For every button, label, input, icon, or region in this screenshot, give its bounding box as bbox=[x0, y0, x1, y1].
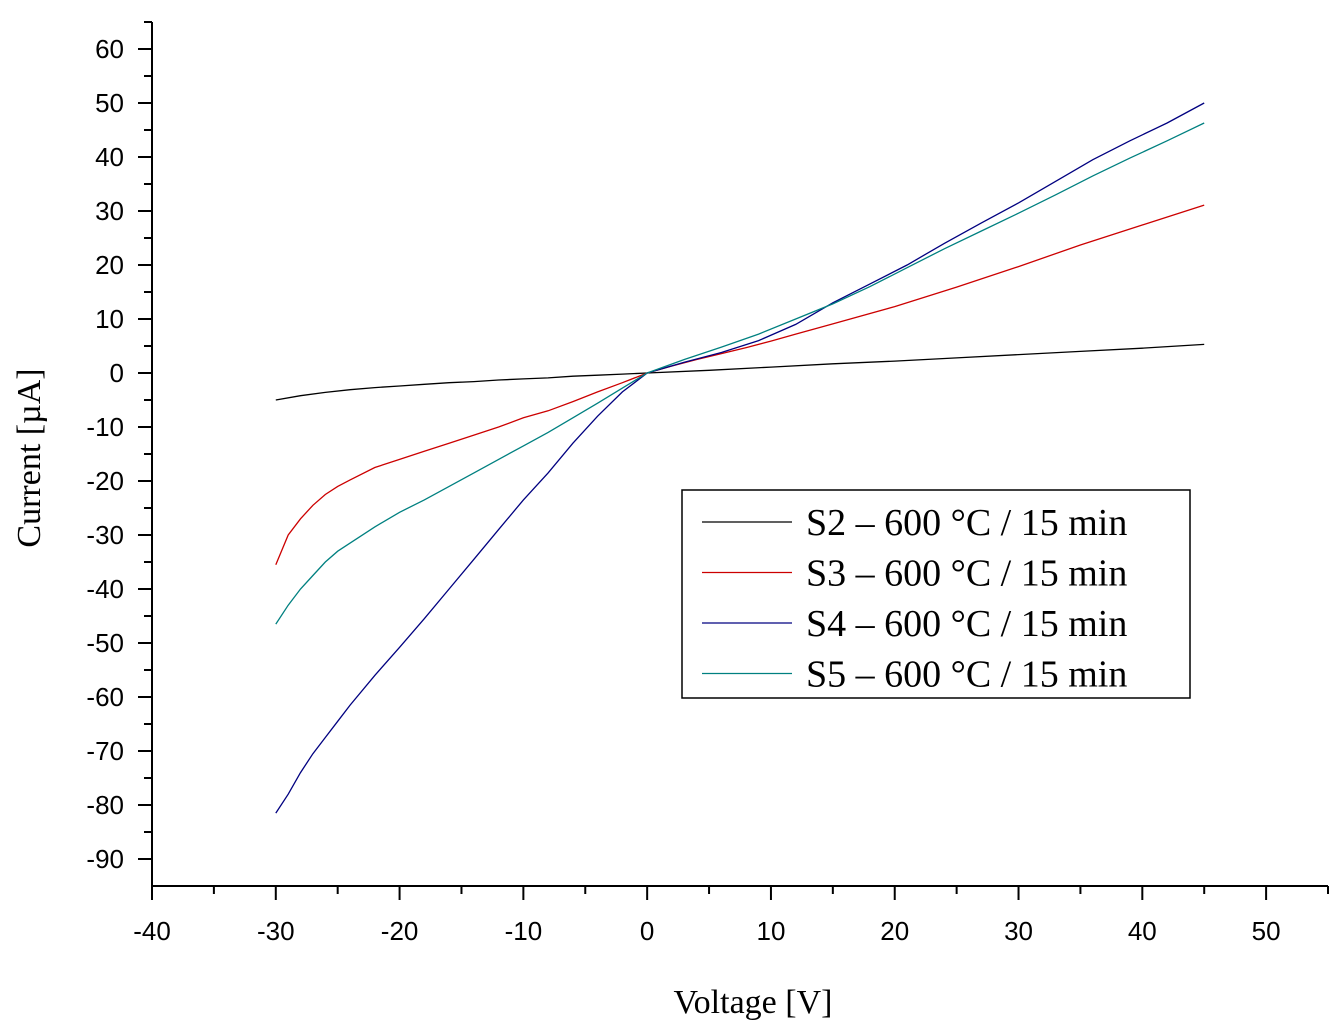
y-tick-label: -90 bbox=[86, 844, 124, 874]
y-tick-label: 50 bbox=[95, 88, 124, 118]
x-axis-title: Voltage [V] bbox=[674, 984, 833, 1021]
y-tick-label: -20 bbox=[86, 466, 124, 496]
series-line-3 bbox=[275, 204, 1205, 565]
series-line-2 bbox=[275, 343, 1205, 401]
x-tick-label: 0 bbox=[640, 916, 654, 946]
y-tick-label: -50 bbox=[86, 628, 124, 658]
x-tick-label: 10 bbox=[756, 916, 785, 946]
y-tick-label: -60 bbox=[86, 682, 124, 712]
x-tick-label: 20 bbox=[880, 916, 909, 946]
axes-group bbox=[151, 22, 1328, 887]
y-tick-label: 10 bbox=[95, 304, 124, 334]
x-tick-label: -30 bbox=[257, 916, 295, 946]
y-tick-label: 60 bbox=[95, 34, 124, 64]
y-tick-label: 0 bbox=[110, 358, 124, 388]
y-tick-label: -10 bbox=[86, 412, 124, 442]
y-tick-label: 40 bbox=[95, 142, 124, 172]
x-tick-label: -20 bbox=[381, 916, 419, 946]
x-tick-label: -40 bbox=[133, 916, 171, 946]
series-group bbox=[275, 102, 1205, 814]
y-tick-label: 20 bbox=[95, 250, 124, 280]
series-line-4 bbox=[275, 102, 1205, 814]
legend-entry-label: S4 – 600 °C / 15 min bbox=[806, 603, 1127, 645]
y-axis-title: Current [µA] bbox=[11, 368, 48, 547]
series-line-5 bbox=[275, 122, 1205, 625]
x-tick-label: 50 bbox=[1252, 916, 1281, 946]
legend-entry-label: S5 – 600 °C / 15 min bbox=[806, 654, 1127, 696]
x-tick-label: 30 bbox=[1004, 916, 1033, 946]
legend: S2 – 600 °C / 15 min S3 – 600 °C / 15 min… bbox=[681, 489, 1191, 699]
ticks-group: -40 -30 -20 -10 0 10 20 30 40 50 60 50 40 30 20 10 0 -10 -… bbox=[86, 21, 1329, 946]
y-tick-label: -70 bbox=[86, 736, 124, 766]
y-tick-label: -30 bbox=[86, 520, 124, 550]
x-tick-label: 40 bbox=[1128, 916, 1157, 946]
legend-box bbox=[681, 489, 1191, 699]
y-tick-label: 30 bbox=[95, 196, 124, 226]
x-tick-label: -10 bbox=[505, 916, 543, 946]
legend-entry-label: S3 – 600 °C / 15 min bbox=[806, 553, 1127, 595]
y-tick-label: -80 bbox=[86, 790, 124, 820]
y-tick-label: -40 bbox=[86, 574, 124, 604]
legend-entry-label: S2 – 600 °C / 15 min bbox=[806, 502, 1127, 544]
